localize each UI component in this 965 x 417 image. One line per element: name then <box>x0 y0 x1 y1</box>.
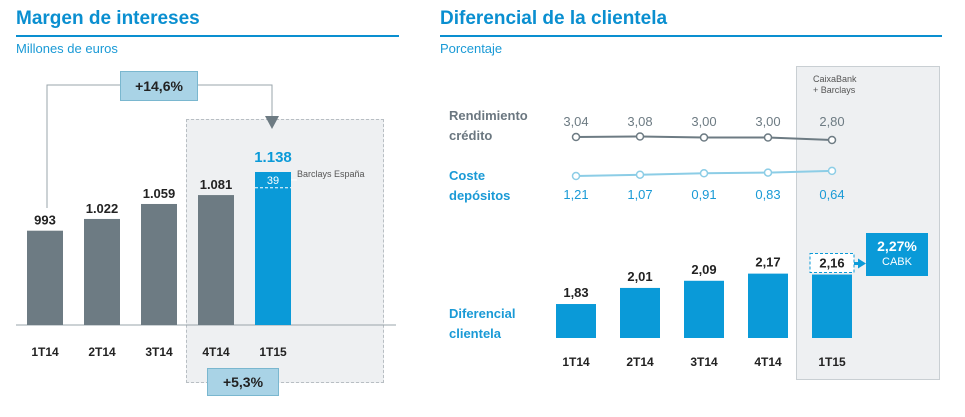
coste-value: 0,91 <box>691 187 716 202</box>
coste-label-line1: Coste <box>449 168 486 183</box>
coste-point <box>763 168 773 177</box>
diferencial-value: 2,09 <box>691 262 716 277</box>
rendimiento-point <box>699 133 709 142</box>
rendimiento-value: 3,08 <box>627 114 652 129</box>
diferencial-bar <box>620 287 660 338</box>
diferencial-label-line1: Diferencial <box>449 306 516 321</box>
barclays-value: 39 <box>267 175 279 187</box>
diferencial-bar <box>812 274 852 338</box>
coste-point <box>635 170 645 179</box>
margin-quarter-label: 3T14 <box>145 345 173 359</box>
rendimiento-value: 3,00 <box>755 114 780 129</box>
left-panel-subtitle: Millones de euros <box>16 41 118 56</box>
rendimiento-value: 2,80 <box>819 114 844 129</box>
margin-bar <box>141 203 177 325</box>
diferencial-label-line2: clientela <box>449 326 502 341</box>
diferencial-quarter-label: 1T15 <box>818 355 846 369</box>
diferencial-last-frame <box>809 253 855 274</box>
diferencial-quarter-label: 1T14 <box>562 355 590 369</box>
growth-bracket-arrowhead <box>265 116 279 129</box>
rendimiento-point <box>763 133 773 142</box>
rendimiento-point <box>571 132 581 142</box>
diferencial-bar <box>556 304 596 338</box>
coste-point <box>571 171 581 181</box>
barclays-note: Barclays España <box>297 169 365 179</box>
diferencial-value: 2,01 <box>627 269 652 284</box>
margin-quarter-label: 2T14 <box>88 345 116 359</box>
margin-value-label: 1.022 <box>86 201 119 216</box>
cabk-arrow-head <box>858 258 866 269</box>
diferencial-bar <box>748 273 788 338</box>
rendimiento-label: Rendimiento crédito <box>449 106 528 146</box>
coste-label: Coste depósitos <box>449 166 510 206</box>
diferencial-value: 2,17 <box>755 255 780 270</box>
margin-bar <box>255 172 291 325</box>
margin-quarter-label: 1T14 <box>31 345 59 359</box>
rendimiento-point <box>635 132 645 141</box>
coste-point <box>827 166 837 176</box>
cabk-value: 2,27% <box>877 238 917 254</box>
margin-quarter-label: 1T15 <box>259 345 287 359</box>
margin-bar <box>198 195 234 325</box>
right-panel-subtitle: Porcentaje <box>440 41 503 56</box>
diferencial-quarter-label: 2T14 <box>626 355 654 369</box>
shaded-note-line2: + Barclays <box>813 85 856 95</box>
diferencial-value: 2,16 <box>819 256 844 271</box>
rendimiento-label-line2: crédito <box>449 128 493 143</box>
margin-bar <box>27 230 63 325</box>
coste-value: 1,21 <box>563 187 588 202</box>
margin-value-label: 1.059 <box>143 186 176 201</box>
quarter-badge: +5,3% <box>207 368 279 396</box>
rendimiento-value: 3,04 <box>563 114 588 129</box>
diferencial-value: 1,83 <box>563 285 588 300</box>
right-panel-title: Diferencial de la clientela <box>440 8 668 29</box>
coste-value: 0,64 <box>819 187 844 202</box>
cabk-box: 2,27% CABK <box>866 233 928 276</box>
rendimiento-point <box>827 135 837 145</box>
left-title-rule <box>16 35 399 37</box>
shaded-note: CaixaBank + Barclays <box>813 74 857 96</box>
left-panel-title: Margen de intereses <box>16 8 200 29</box>
margin-value-label: 1.138 <box>254 149 292 166</box>
cabk-label: CABK <box>882 256 912 268</box>
diferencial-bar <box>684 280 724 338</box>
margin-value-label: 993 <box>34 213 56 228</box>
diferencial-label: Diferencial clientela <box>449 304 515 344</box>
margin-bar <box>84 218 120 325</box>
margin-value-label: 1.081 <box>200 177 233 192</box>
coste-label-line2: depósitos <box>449 188 511 203</box>
margin-quarter-label: 4T14 <box>202 345 230 359</box>
diferencial-quarter-label: 4T14 <box>754 355 782 369</box>
right-title-rule <box>440 35 942 37</box>
growth-badge: +14,6% <box>120 71 198 101</box>
coste-value: 0,83 <box>755 187 780 202</box>
coste-value: 1,07 <box>627 187 652 202</box>
shaded-note-line1: CaixaBank <box>813 74 857 84</box>
diferencial-quarter-label: 3T14 <box>690 355 718 369</box>
coste-point <box>699 169 709 178</box>
rendimiento-label-line1: Rendimiento <box>449 108 528 123</box>
margin-bar-chart: 993 1T14 1.022 2T14 1.059 3T14 1.081 4T14 1.138 1… <box>16 149 396 359</box>
rendimiento-value: 3,00 <box>691 114 716 129</box>
